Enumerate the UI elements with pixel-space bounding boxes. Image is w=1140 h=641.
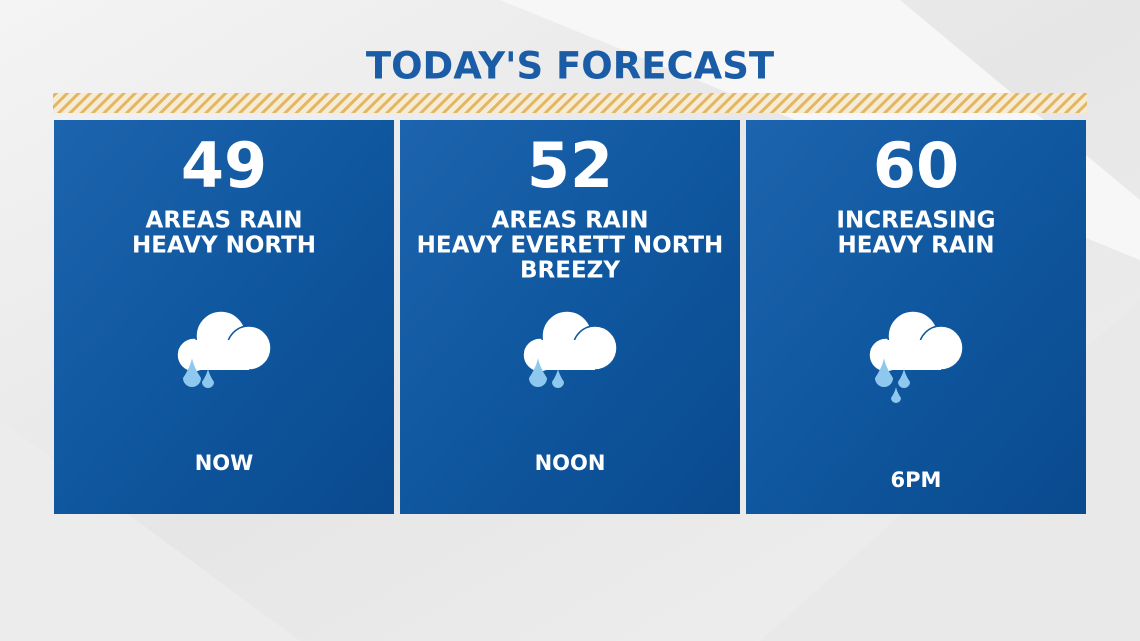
condition: BREEZY	[520, 258, 620, 284]
condition: AREAS RAIN	[146, 208, 303, 234]
time-label: NOW	[195, 451, 254, 475]
cloud-base	[194, 340, 249, 370]
rain-drop	[891, 387, 901, 403]
temperature: 52	[527, 129, 613, 202]
rain-icon	[868, 310, 964, 403]
cloud-base	[540, 340, 595, 370]
rain-drop	[202, 368, 214, 388]
temperature: 60	[873, 129, 959, 202]
title: TODAY'S FORECAST	[366, 45, 775, 88]
rain-drop	[183, 358, 201, 387]
condition: INCREASING	[836, 208, 995, 234]
condition: HEAVY NORTH	[132, 233, 316, 259]
temperature: 49	[181, 129, 267, 202]
stripe	[53, 93, 1087, 113]
rain-icon	[176, 310, 272, 388]
rain-drop	[898, 368, 910, 388]
time-label: 6PM	[891, 468, 942, 492]
rain-drop	[529, 358, 547, 387]
time-label: NOON	[535, 451, 606, 475]
condition: AREAS RAIN	[492, 208, 649, 234]
condition: HEAVY EVERETT NORTH	[417, 233, 724, 259]
rain-drop	[875, 358, 893, 387]
rain-icon	[522, 310, 618, 388]
condition: HEAVY RAIN	[838, 233, 995, 259]
rain-drop	[552, 368, 564, 388]
cloud-base	[886, 340, 941, 370]
